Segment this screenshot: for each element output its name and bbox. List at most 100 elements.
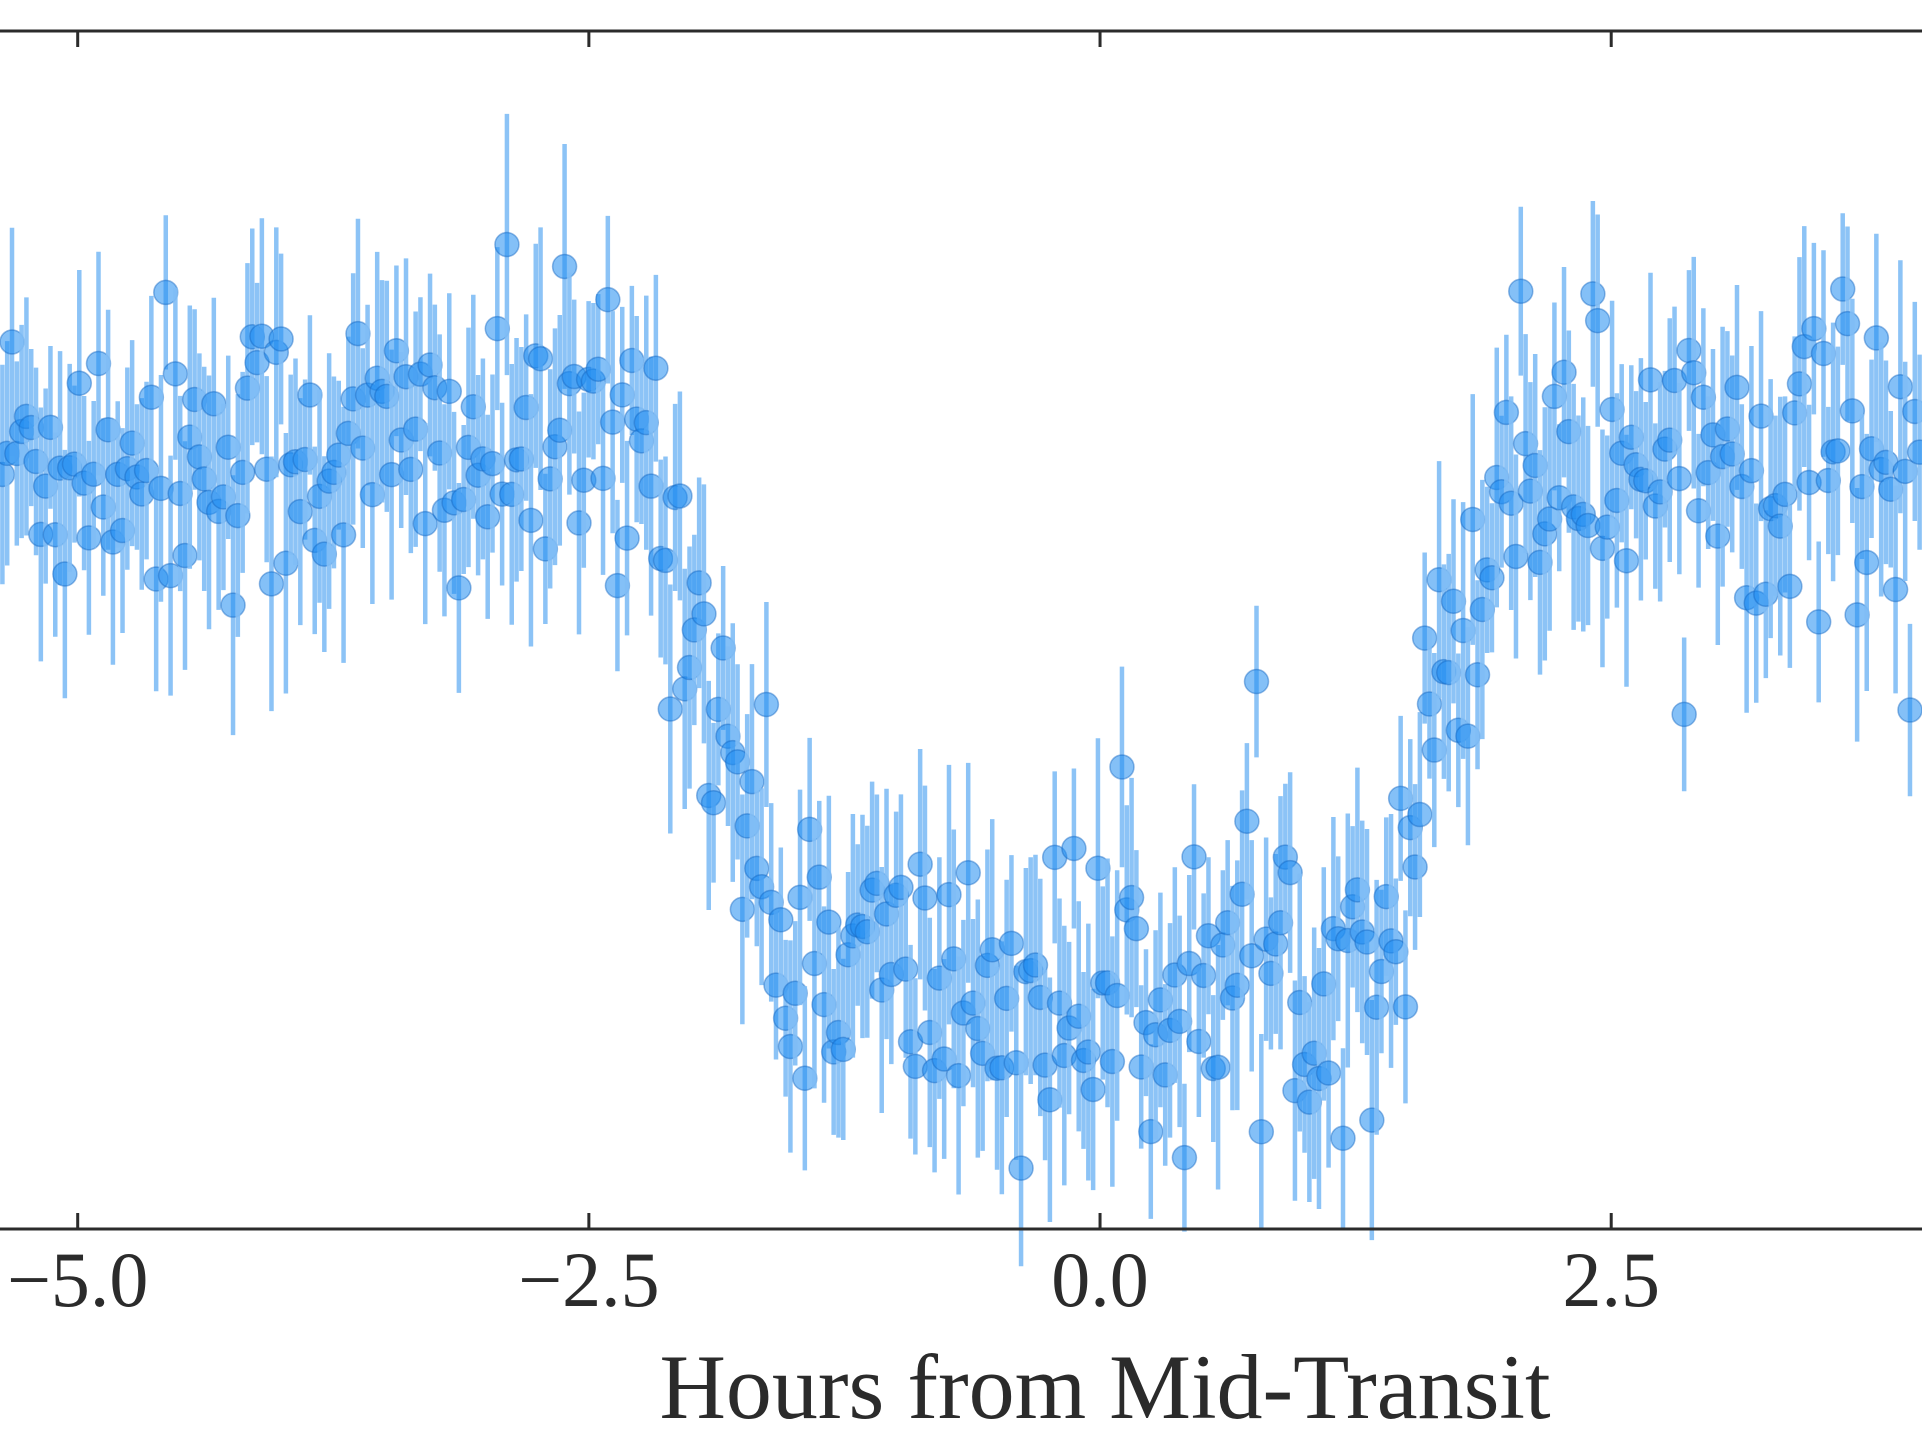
data-point	[1551, 359, 1577, 385]
data-point	[215, 434, 241, 461]
data-point	[273, 550, 299, 576]
data-point	[1234, 808, 1260, 834]
data-point	[1061, 835, 1087, 862]
data-point	[1421, 737, 1448, 763]
data-point	[768, 907, 794, 933]
data-point	[1359, 1107, 1385, 1133]
data-point	[494, 231, 520, 258]
data-point	[1479, 565, 1505, 591]
data-point	[1801, 315, 1827, 342]
data-point	[1829, 276, 1856, 302]
data-point	[907, 851, 933, 877]
data-point	[604, 572, 631, 599]
data-point	[66, 370, 93, 397]
data-point	[1411, 625, 1438, 651]
data-point	[955, 860, 981, 886]
data-point	[479, 450, 506, 477]
data-point	[297, 382, 323, 408]
data-point	[1902, 398, 1922, 425]
x-tick-label: 2.5	[1562, 1236, 1660, 1323]
data-point	[52, 561, 78, 587]
data-point	[1839, 398, 1866, 424]
data-point	[667, 483, 693, 509]
x-tick-label: 0.0	[1051, 1236, 1149, 1323]
data-point	[912, 885, 938, 911]
data-point	[638, 473, 664, 499]
x-axis-title: Hours from Mid-Transit	[659, 1336, 1551, 1438]
data-point	[1786, 371, 1813, 397]
data-point	[830, 1036, 857, 1063]
data-point	[1166, 1008, 1193, 1035]
data-point	[1363, 994, 1390, 1021]
data-point	[1099, 1048, 1126, 1075]
data-point	[936, 881, 962, 908]
data-point	[700, 790, 727, 816]
data-point	[153, 279, 179, 306]
x-tick-label: −2.5	[518, 1236, 660, 1323]
data-point	[945, 1062, 972, 1089]
data-point	[1440, 588, 1467, 615]
data-point	[614, 525, 640, 551]
data-point	[1392, 994, 1419, 1020]
data-point	[172, 542, 198, 569]
data-point	[599, 409, 626, 435]
data-point	[1037, 1087, 1063, 1113]
data-point	[792, 1065, 818, 1091]
data-point	[436, 378, 463, 405]
data-point	[1171, 1144, 1198, 1171]
data-point	[268, 326, 294, 352]
data-point	[1825, 438, 1851, 464]
data-point	[1671, 701, 1697, 728]
data-point	[345, 320, 371, 347]
data-point	[777, 1033, 804, 1060]
data-point	[1123, 915, 1150, 942]
data-point	[931, 1046, 957, 1072]
data-point	[1248, 1118, 1275, 1145]
data-point	[1705, 523, 1731, 549]
data-point	[330, 522, 357, 548]
data-point	[595, 286, 621, 313]
data-point	[652, 547, 679, 574]
data-point	[1190, 962, 1217, 989]
data-point	[398, 456, 424, 483]
data-point	[547, 417, 573, 444]
data-point	[892, 956, 919, 982]
data-point	[527, 345, 554, 372]
data-point	[1109, 754, 1135, 780]
data-point	[566, 510, 592, 536]
data-point	[220, 592, 246, 618]
data-point	[729, 896, 756, 923]
data-point	[1118, 884, 1145, 911]
data-point	[1354, 929, 1380, 955]
data-point	[801, 950, 828, 977]
data-point	[446, 575, 472, 601]
x-tick-label: −5.0	[7, 1236, 149, 1323]
data-point	[76, 525, 102, 551]
data-point	[201, 391, 227, 417]
data-point	[287, 498, 314, 525]
data-point	[1834, 310, 1861, 337]
data-point	[1738, 457, 1765, 484]
data-point	[1080, 1076, 1106, 1103]
data-point	[796, 816, 823, 843]
data-point	[138, 384, 165, 410]
data-point	[657, 696, 684, 722]
data-point	[1181, 844, 1207, 870]
data-point	[1238, 943, 1265, 969]
data-point	[1104, 982, 1130, 1009]
data-point	[806, 864, 833, 890]
data-point	[551, 253, 578, 280]
data-point	[162, 361, 189, 387]
data-point	[1584, 307, 1611, 334]
data-point	[1681, 359, 1707, 386]
data-point	[0, 329, 25, 355]
data-point	[1277, 859, 1303, 886]
data-point	[724, 749, 751, 775]
data-point	[1243, 668, 1270, 695]
data-point	[1853, 549, 1880, 576]
data-point	[590, 465, 616, 492]
data-point	[1685, 498, 1712, 524]
data-point	[643, 355, 669, 381]
data-point	[1748, 403, 1774, 429]
data-point	[1402, 854, 1428, 880]
